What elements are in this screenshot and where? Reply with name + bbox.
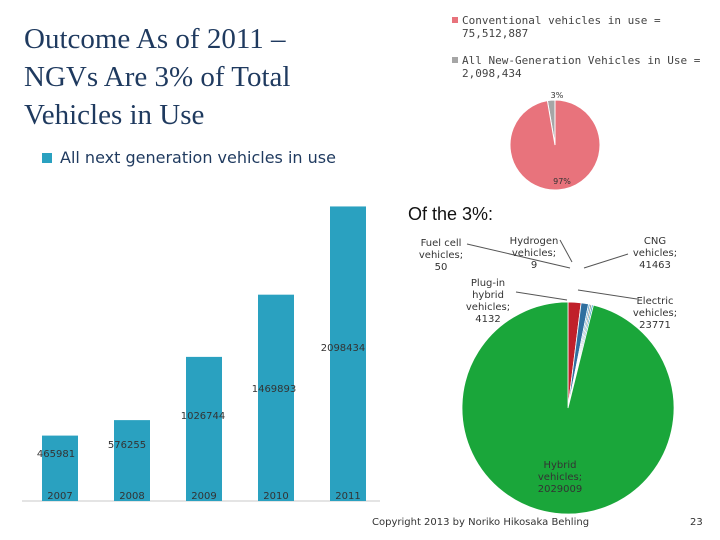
bullet-text: All next generation vehicles in use bbox=[60, 148, 336, 167]
pie-legend: Conventional vehicles in use = 75,512,88… bbox=[452, 14, 717, 94]
title-line-3: Vehicles in Use bbox=[24, 99, 205, 131]
bar-2008 bbox=[114, 420, 150, 501]
top-pie-label-97pct: 97% bbox=[553, 177, 571, 186]
label-hydrogen-line-2: vehicles; bbox=[511, 248, 557, 259]
label-cng-line-1: CNG bbox=[643, 236, 667, 247]
top-pie-label-3pct: 3% bbox=[551, 91, 564, 100]
breakdown-slice-hybrid bbox=[461, 301, 675, 515]
label-fuel-cell: Fuel cell vehicles; 50 bbox=[414, 238, 468, 274]
label-hybrid: Hybrid vehicles; 2029009 bbox=[528, 460, 592, 496]
label-hybrid-value: 2029009 bbox=[537, 484, 583, 495]
footer-copyright: Copyright 2013 by Noriko Hikosaka Behlin… bbox=[372, 517, 590, 528]
label-cng-value: 41463 bbox=[639, 260, 671, 271]
slide-title: Outcome As of 2011 – NGVs Are 3% of Tota… bbox=[24, 20, 364, 134]
label-electric-value: 23771 bbox=[639, 320, 671, 331]
value-label-2010: 1469893 bbox=[252, 384, 297, 395]
breakdown-title: Of the 3%: bbox=[408, 204, 494, 224]
top-pie-chart: 3% 97% bbox=[509, 91, 601, 191]
label-plugin-line-3: vehicles; bbox=[465, 302, 511, 313]
label-fuel-cell-line-1: Fuel cell bbox=[420, 238, 462, 249]
label-plugin-line-1: Plug-in bbox=[470, 278, 506, 289]
leader-line-electric bbox=[577, 289, 638, 300]
tick-label-2007: 2007 bbox=[47, 491, 72, 502]
value-label-2009: 1026744 bbox=[181, 411, 226, 422]
label-fuel-cell-value: 50 bbox=[434, 262, 448, 273]
bar-2010 bbox=[258, 294, 294, 501]
leader-line-hydrogen bbox=[559, 239, 573, 263]
label-plugin-value: 4132 bbox=[475, 314, 501, 325]
tick-label-2008: 2008 bbox=[119, 491, 144, 502]
page-number: 23 bbox=[690, 517, 703, 528]
label-hybrid-line-1: Hybrid bbox=[543, 460, 577, 471]
label-cng: CNG vehicles; 41463 bbox=[626, 236, 684, 272]
label-fuel-cell-line-2: vehicles; bbox=[418, 250, 464, 261]
label-plugin-hybrid: Plug-in hybrid vehicles; 4132 bbox=[460, 278, 516, 326]
legend-item-conventional: Conventional vehicles in use = 75,512,88… bbox=[452, 14, 717, 40]
label-electric: Electric vehicles; 23771 bbox=[626, 296, 684, 332]
title-line-2: NGVs Are 3% of Total bbox=[24, 61, 291, 93]
bullet-square-icon bbox=[42, 153, 52, 163]
leader-line-fuel-cell bbox=[466, 243, 571, 269]
label-cng-line-2: vehicles; bbox=[632, 248, 678, 259]
legend-item-new-generation: All New-Generation Vehicles in Use = 2,0… bbox=[452, 54, 717, 80]
label-hydrogen: Hydrogen vehicles; 9 bbox=[502, 236, 566, 272]
legend-swatch-conventional bbox=[452, 17, 458, 23]
bullet-item: All next generation vehicles in use bbox=[42, 148, 336, 167]
label-hydrogen-value: 9 bbox=[530, 260, 538, 271]
legend-swatch-new-generation bbox=[452, 57, 458, 63]
value-label-2008: 576255 bbox=[108, 440, 146, 451]
bar-2007 bbox=[42, 435, 78, 501]
label-hydrogen-line-1: Hydrogen bbox=[509, 236, 559, 247]
bar-2009 bbox=[186, 356, 222, 501]
leader-line-cng bbox=[583, 253, 629, 269]
tick-label-2011: 2011 bbox=[335, 491, 360, 502]
tick-label-2010: 2010 bbox=[263, 491, 288, 502]
legend-text-new-generation: All New-Generation Vehicles in Use = 2,0… bbox=[462, 54, 701, 80]
value-label-2011: 2098434 bbox=[321, 343, 366, 354]
label-plugin-line-2: hybrid bbox=[472, 290, 504, 301]
top-pie-slice-conventional bbox=[509, 99, 601, 191]
bar-2011 bbox=[330, 206, 366, 502]
value-label-2007: 465981 bbox=[37, 449, 75, 460]
leader-line-plugin bbox=[515, 291, 568, 301]
legend-text-conventional: Conventional vehicles in use = 75,512,88… bbox=[462, 14, 661, 40]
label-electric-line-1: Electric bbox=[636, 296, 674, 307]
title-line-1: Outcome As of 2011 – bbox=[24, 23, 286, 55]
label-hybrid-line-2: vehicles; bbox=[537, 472, 583, 483]
tick-label-2009: 2009 bbox=[191, 491, 216, 502]
label-electric-line-2: vehicles; bbox=[632, 308, 678, 319]
